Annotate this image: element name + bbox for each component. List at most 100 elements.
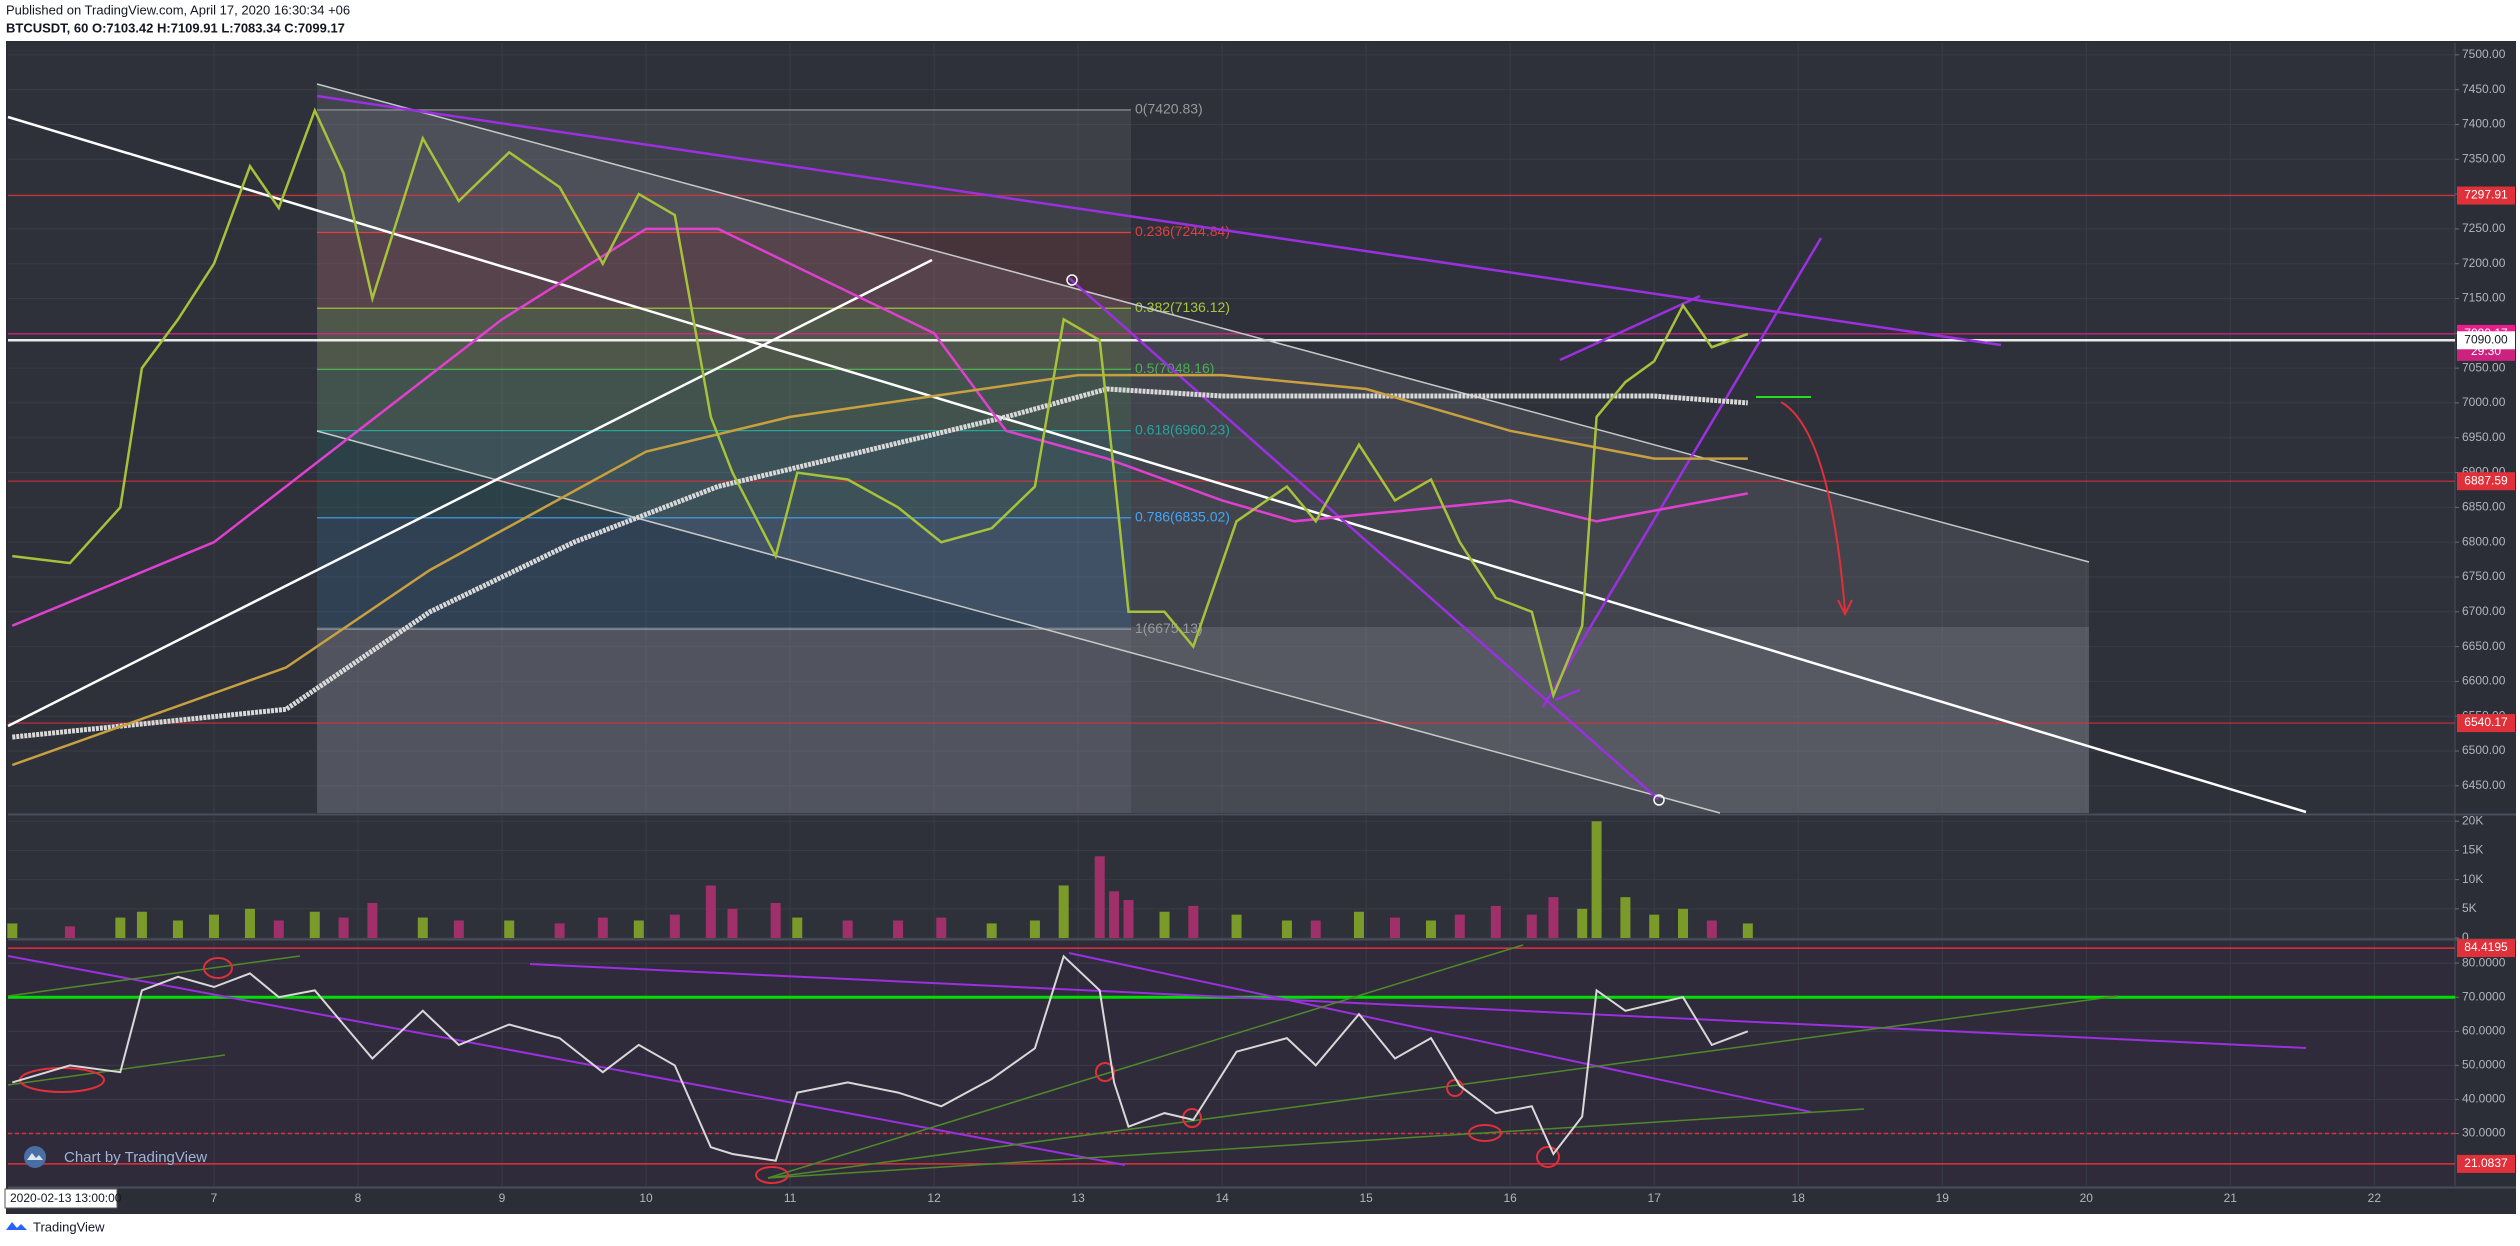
fib-label: 0.5(7048.16) (1135, 360, 1214, 376)
rsi-trend-green (767, 995, 2119, 1179)
moving-average (11, 373, 1748, 767)
y-tick-label: 60.0000 (2462, 1023, 2506, 1037)
y-tick-label: 30.0000 (2462, 1126, 2506, 1140)
rsi-line (12, 954, 1749, 1162)
fib-label: 0(7420.83) (1135, 101, 1203, 117)
volume-bar (1353, 911, 1364, 938)
rsi-trend-green (767, 944, 1524, 1179)
x-tick-label: 16 (1504, 1191, 1518, 1205)
x-tick-label: 12 (927, 1191, 941, 1205)
volume-bar (1678, 908, 1689, 938)
volume-bar (417, 917, 428, 938)
volume-bar (115, 917, 126, 938)
y-tick-label: 7050.00 (2462, 360, 2506, 374)
pane-background (8, 816, 2455, 938)
x-tick-label: 20 (2080, 1191, 2094, 1205)
rsi-annotation (1536, 1146, 1560, 1168)
trend-line-purple (1541, 237, 1823, 708)
volume-bar (7, 923, 18, 938)
volume-bar (453, 920, 464, 938)
volume-bar (273, 920, 284, 938)
footer-logo (6, 1222, 27, 1230)
volume-bar (936, 917, 947, 938)
fib-lower-zone (317, 629, 1131, 813)
fib-zone (317, 430, 1131, 518)
y-tick-label: 20K (2462, 813, 2483, 827)
volume-bar (1123, 900, 1134, 938)
y-tick-label: 7500.00 (2462, 47, 2506, 61)
watermark: Chart by TradingView (24, 1146, 207, 1168)
x-tick-label: 18 (1792, 1191, 1806, 1205)
fib-label: 0.236(7244.84) (1135, 223, 1230, 239)
fib-zone (317, 308, 1131, 370)
x-tick-label: 7 (211, 1191, 218, 1205)
trend-line-purple (1068, 277, 1659, 800)
trend-line-white (7, 115, 2307, 814)
y-tick-label: 50.0000 (2462, 1058, 2506, 1072)
x-tick-label: 11 (784, 1191, 797, 1205)
volume-bar (136, 911, 147, 938)
anchor-point (1066, 274, 1078, 286)
price-label-box (2457, 331, 2515, 350)
rsi-trend-green (7, 1054, 226, 1086)
cursor-date-box (4, 1188, 118, 1209)
y-tick-label: 7400.00 (2462, 117, 2506, 131)
rsi-annotation (203, 957, 233, 979)
x-tick-label: 14 (1215, 1191, 1229, 1205)
price-label-box (2457, 472, 2515, 491)
price-label: 6540.17 (2464, 715, 2508, 729)
moving-average (11, 227, 1749, 627)
rsi-annotation (755, 1166, 789, 1184)
volume-bar (1425, 920, 1436, 938)
projection-arrow (1780, 401, 1846, 612)
anchor-point (1653, 794, 1665, 806)
volume-bar (1109, 891, 1120, 938)
volume-bar (705, 885, 716, 938)
rsi-marked-box (2457, 939, 2515, 958)
y-tick-label: 6650.00 (2462, 639, 2506, 653)
volume-bar (338, 917, 349, 938)
volume-bar (1577, 908, 1588, 938)
volume-bar (172, 920, 183, 938)
y-tick-label: 7450.00 (2462, 82, 2506, 96)
volume-bar (554, 923, 565, 938)
volume-bar (792, 917, 803, 938)
channel-upper (316, 83, 2090, 563)
fib-label: 0.618(6960.23) (1135, 421, 1230, 437)
footer-brand: TradingView (33, 1219, 105, 1234)
rsi-trend-green (7, 955, 301, 997)
projection-arrow-head (1837, 599, 1853, 617)
panes (8, 43, 2516, 1189)
y-tick-label: 7250.00 (2462, 221, 2506, 235)
volume-bar (842, 920, 853, 938)
x-tick-label: 8 (355, 1191, 362, 1205)
volume-bar (1649, 914, 1660, 938)
volume-bar (669, 914, 680, 938)
volume-bar (1526, 914, 1537, 938)
volume-bar (1389, 917, 1400, 938)
price-line (12, 107, 1749, 700)
x-tick-label: 19 (1936, 1191, 1950, 1205)
rsi-trend-purple (7, 955, 1126, 1166)
pane-background (8, 942, 2455, 1186)
y-tick-label: 6950.00 (2462, 430, 2506, 444)
y-tick-label: 6600.00 (2462, 674, 2506, 688)
price-label: 7297.91 (2464, 188, 2508, 202)
fib-zone (317, 369, 1131, 431)
volume-bar (504, 920, 515, 938)
symbol-line: BTCUSDT, 60 O:7103.42 H:7109.91 L:7083.3… (6, 20, 345, 35)
x-tick-label: 17 (1648, 1191, 1662, 1205)
volume-bar (597, 917, 608, 938)
footer-icon (6, 1222, 27, 1230)
plot-layer: 7 8 9 10 11 12 13 14 15 16 17 18 19 20 21 22 6450.00 6500… (7, 47, 2515, 1205)
fib-label: 1(6675.13) (1135, 620, 1203, 636)
x-tick-label: 15 (1359, 1191, 1373, 1205)
moving-average (12, 386, 1748, 740)
volume-bar (893, 920, 904, 938)
trend-line-purple (1559, 294, 1701, 362)
y-tick-label: 6500.00 (2462, 743, 2506, 757)
watermark-text: Chart by TradingView (64, 1149, 207, 1166)
volume-bar (1281, 920, 1292, 938)
fib-label: 0.786(6835.02) (1135, 508, 1230, 524)
